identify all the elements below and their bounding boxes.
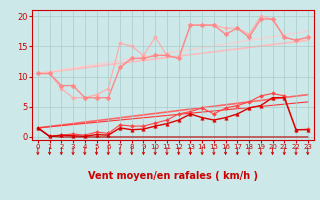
Text: Vent moyen/en rafales ( km/h ): Vent moyen/en rafales ( km/h ) bbox=[88, 171, 258, 181]
